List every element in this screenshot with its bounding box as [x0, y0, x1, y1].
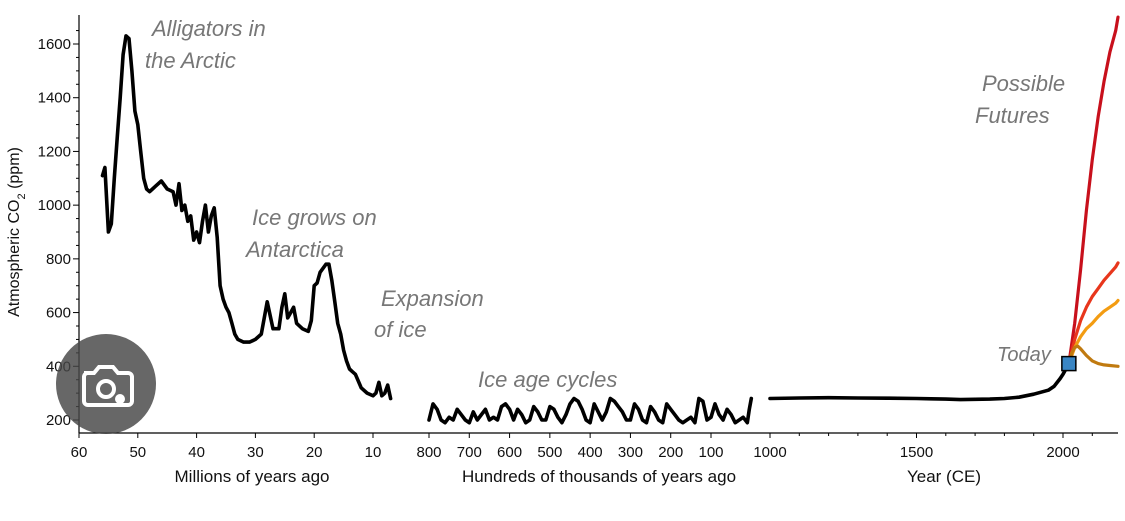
today-marker — [1061, 355, 1077, 372]
x-tick-label: 40 — [188, 444, 205, 461]
x-tick-label: 1000 — [753, 444, 786, 461]
x-tick-label: 20 — [306, 444, 323, 461]
series-layer — [100, 15, 1120, 425]
series-line-millions-0 — [100, 34, 393, 401]
y-tick-label: 1200 — [38, 143, 71, 160]
annotation-alligators: Alligators in the Arctic — [145, 16, 272, 73]
y-tick-label: 1400 — [38, 90, 71, 107]
labels-layer: Atmospheric CO2 (ppm) Millions of years … — [6, 147, 981, 486]
annotation-possible-futures: Possible Futures — [975, 71, 1071, 128]
x-tick-label: 1500 — [900, 444, 933, 461]
x-tick-label: 400 — [578, 444, 603, 461]
series-line-year-ce-2 — [1067, 261, 1120, 366]
y-tick-label: 600 — [46, 305, 71, 322]
x-tick-label: 500 — [537, 444, 562, 461]
x-tick-label: 600 — [497, 444, 522, 461]
x-tick-label: 700 — [457, 444, 482, 461]
y-tick-label: 1600 — [38, 36, 71, 53]
y-axis-label: Atmospheric CO2 (ppm) — [6, 147, 28, 317]
x-tick-label: 300 — [618, 444, 643, 461]
x-tick-label: 2000 — [1046, 444, 1079, 461]
visual-search-button[interactable] — [56, 334, 156, 434]
x-tick-label: 60 — [71, 444, 88, 461]
series-line-year-ce-0 — [768, 361, 1071, 402]
y-tick-label: 800 — [46, 251, 71, 268]
x-tick-label: 50 — [129, 444, 146, 461]
annotation-expansion: Expansion of ice — [374, 286, 490, 342]
x-tick-label: 100 — [698, 444, 723, 461]
y-tick-label: 1000 — [38, 197, 71, 214]
series-line-hundred-thousands-0 — [427, 396, 754, 425]
x-axis-label-year: Year (CE) — [907, 467, 981, 486]
y-tick-label: 200 — [46, 412, 71, 429]
series-line-year-ce-3 — [1067, 298, 1120, 366]
x-tick-label: 800 — [416, 444, 441, 461]
x-tick-label: 30 — [247, 444, 264, 461]
x-tick-label: 10 — [365, 444, 382, 461]
annotation-antarctica: Ice grows on Antarctica — [244, 205, 383, 262]
series-line-year-ce-1 — [1067, 15, 1120, 366]
camera-lens-icon — [82, 365, 134, 407]
x-axis-label-millions: Millions of years ago — [175, 467, 330, 486]
axes: 200 400 600 800 1000 1200 1400 1600 60 50 40 30 20 10… — [38, 15, 1118, 461]
annotation-ice-age-cycles: Ice age cycles — [478, 367, 617, 392]
series-line-year-ce-4 — [1067, 344, 1120, 368]
x-tick-label: 200 — [658, 444, 683, 461]
annotation-today: Today — [997, 344, 1052, 366]
annotations: Alligators in the Arctic Ice grows on An… — [145, 16, 1071, 392]
x-axis-label-hundred-thousands: Hundreds of thousands of years ago — [462, 467, 736, 486]
